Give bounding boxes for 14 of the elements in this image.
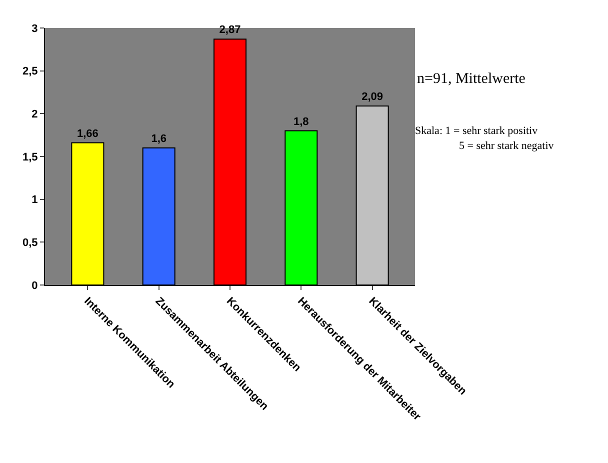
annotation: Skala: 1 = sehr stark positiv — [415, 125, 538, 137]
y-tick-label: 2,5 — [22, 66, 38, 78]
data-label: 1,6 — [151, 132, 166, 145]
y-tick-label: 3 — [32, 22, 38, 35]
y-tick-label: 1 — [32, 194, 38, 206]
data-label: 2,09 — [362, 90, 384, 103]
y-tick-label: 1,5 — [22, 151, 38, 164]
y-tick-label: 0,5 — [22, 237, 38, 250]
y-tick-label: 0 — [32, 280, 38, 292]
y-tick-label: 2 — [32, 108, 38, 121]
data-label: 1,8 — [294, 116, 309, 128]
text: 5 = sehr stark negativ — [459, 140, 554, 152]
data-label: 1,66 — [76, 128, 98, 140]
text: n=91, Mittelwerte — [417, 71, 526, 87]
